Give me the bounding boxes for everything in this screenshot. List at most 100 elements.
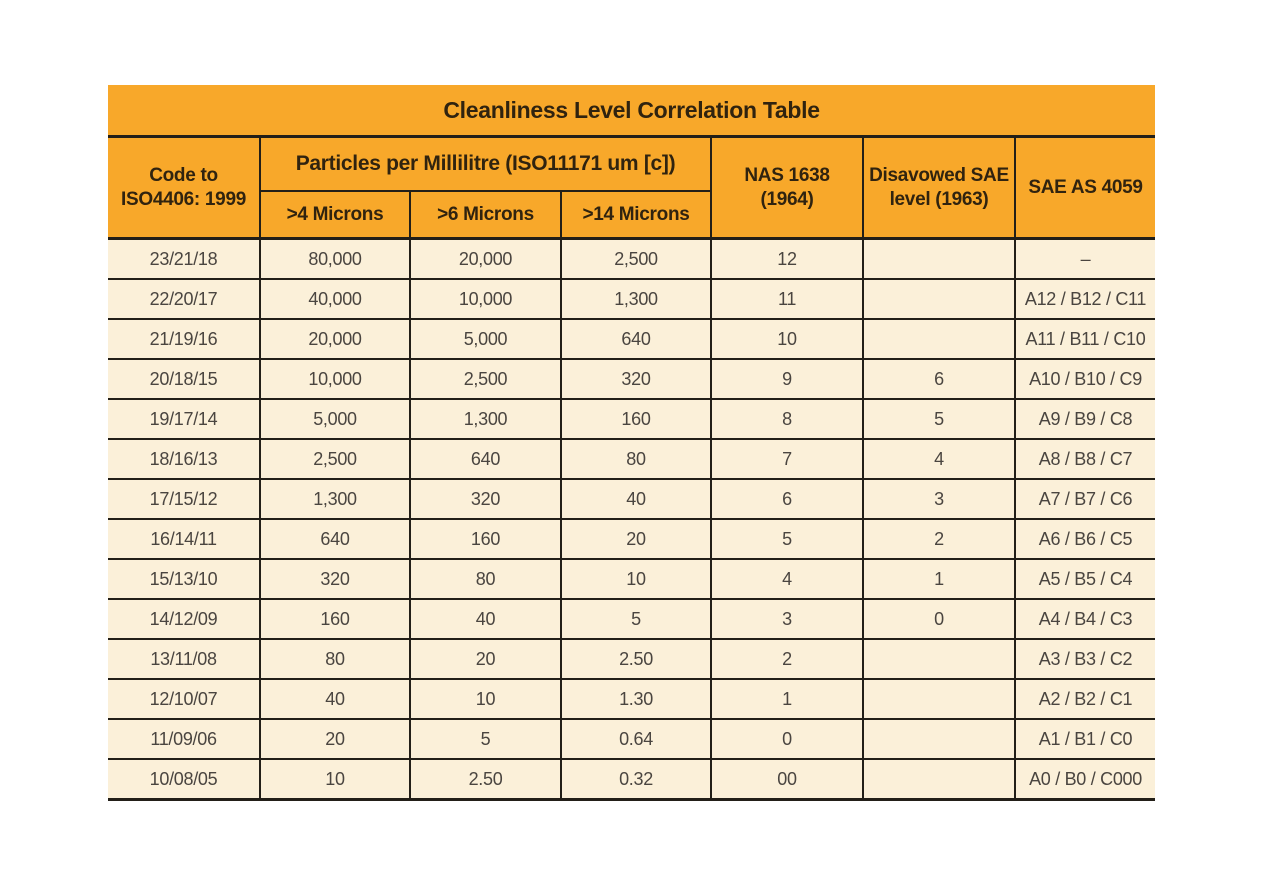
cell-sae-as-4059: A10 / B10 / C9 [1013,358,1156,400]
table-row: 18/16/13 2,500 640 80 7 4 A8 / B8 / C7 [108,438,1156,480]
cell-sae-level: 1 [862,558,1016,600]
cell-iso-code: 19/17/14 [108,398,261,440]
table-row: 12/10/07 40 10 1.30 1 A2 / B2 / C1 [108,678,1156,720]
cell-sae-as-4059: A1 / B1 / C0 [1013,718,1156,760]
cell-sae-as-4059: A0 / B0 / C000 [1013,758,1156,801]
cell-gt14-microns: 2.50 [560,638,712,680]
cell-sae-as-4059: A11 / B11 / C10 [1013,318,1156,360]
cell-sae-level [862,758,1016,801]
header-row-top: Code to ISO4406: 1999 Particles per Mill… [108,136,1156,240]
table-row: 17/15/12 1,300 320 40 6 3 A7 / B7 / C6 [108,478,1156,520]
cell-iso-code: 18/16/13 [108,438,261,480]
column-header-nas-1638: NAS 1638 (1964) [710,136,864,240]
cell-sae-level: 2 [862,518,1016,560]
cell-gt6-microns: 80 [409,558,562,600]
cell-sae-level [862,678,1016,720]
cell-nas-1638: 11 [710,278,864,320]
table-row: 14/12/09 160 40 5 3 0 A4 / B4 / C3 [108,598,1156,640]
cell-gt6-microns: 10 [409,678,562,720]
column-header-iso-code: Code to ISO4406: 1999 [108,136,261,240]
cell-gt4-microns: 80,000 [259,237,411,280]
cell-sae-as-4059: A2 / B2 / C1 [1013,678,1156,720]
cell-sae-as-4059: A8 / B8 / C7 [1013,438,1156,480]
cell-iso-code: 15/13/10 [108,558,261,600]
cell-sae-level: 6 [862,358,1016,400]
cell-gt14-microns: 640 [560,318,712,360]
cell-sae-as-4059: A6 / B6 / C5 [1013,518,1156,560]
cell-gt4-microns: 40 [259,678,411,720]
cell-nas-1638: 1 [710,678,864,720]
cell-gt6-microns: 320 [409,478,562,520]
cell-nas-1638: 2 [710,638,864,680]
cell-nas-1638: 5 [710,518,864,560]
cell-iso-code: 22/20/17 [108,278,261,320]
cell-gt6-microns: 2.50 [409,758,562,801]
cell-sae-as-4059: A4 / B4 / C3 [1013,598,1156,640]
cell-iso-code: 16/14/11 [108,518,261,560]
table-row: 11/09/06 20 5 0.64 0 A1 / B1 / C0 [108,718,1156,760]
cell-sae-level: 0 [862,598,1016,640]
table-row: 19/17/14 5,000 1,300 160 8 5 A9 / B9 / C… [108,398,1156,440]
cell-gt6-microns: 160 [409,518,562,560]
cell-gt4-microns: 1,300 [259,478,411,520]
cell-sae-level [862,718,1016,760]
cell-nas-1638: 4 [710,558,864,600]
cell-sae-level [862,318,1016,360]
cell-sae-as-4059: A3 / B3 / C2 [1013,638,1156,680]
cell-gt14-microns: 5 [560,598,712,640]
cell-gt4-microns: 5,000 [259,398,411,440]
cell-sae-as-4059: – [1013,237,1156,280]
cell-sae-as-4059: A5 / B5 / C4 [1013,558,1156,600]
cell-gt14-microns: 10 [560,558,712,600]
cell-iso-code: 21/19/16 [108,318,261,360]
column-header-gt4-microns: >4 Microns [260,191,411,240]
cell-gt4-microns: 10,000 [259,358,411,400]
cell-gt6-microns: 1,300 [409,398,562,440]
cell-gt14-microns: 160 [560,398,712,440]
cell-gt14-microns: 40 [560,478,712,520]
cell-gt14-microns: 1,300 [560,278,712,320]
table-row: 23/21/18 80,000 20,000 2,500 12 – [108,237,1156,280]
cell-gt14-microns: 1.30 [560,678,712,720]
title-row: Cleanliness Level Correlation Table [108,85,1156,138]
table-title: Cleanliness Level Correlation Table [108,85,1156,138]
cell-sae-as-4059: A9 / B9 / C8 [1013,398,1156,440]
cell-gt4-microns: 80 [259,638,411,680]
cell-nas-1638: 9 [710,358,864,400]
table-row: 16/14/11 640 160 20 5 2 A6 / B6 / C5 [108,518,1156,560]
cell-sae-level: 3 [862,478,1016,520]
table-row: 15/13/10 320 80 10 4 1 A5 / B5 / C4 [108,558,1156,600]
cell-gt4-microns: 2,500 [259,438,411,480]
table-row: 20/18/15 10,000 2,500 320 9 6 A10 / B10 … [108,358,1156,400]
table-row: 10/08/05 10 2.50 0.32 00 A0 / B0 / C000 [108,758,1156,801]
cell-gt4-microns: 160 [259,598,411,640]
cell-gt4-microns: 20 [259,718,411,760]
cell-gt4-microns: 20,000 [259,318,411,360]
cell-gt14-microns: 320 [560,358,712,400]
cell-iso-code: 11/09/06 [108,718,261,760]
cell-iso-code: 13/11/08 [108,638,261,680]
cell-gt4-microns: 40,000 [259,278,411,320]
cell-gt14-microns: 2,500 [560,237,712,280]
column-header-disavowed-sae: Disavowed SAE level (1963) [862,136,1016,240]
cell-iso-code: 20/18/15 [108,358,261,400]
column-header-gt6-microns: >6 Microns [409,191,562,240]
table-body: Cleanliness Level Correlation Table Code… [108,85,1156,801]
column-header-gt14-microns: >14 Microns [560,191,711,240]
cell-gt4-microns: 320 [259,558,411,600]
cell-iso-code: 17/15/12 [108,478,261,520]
cell-nas-1638: 00 [710,758,864,801]
cell-gt6-microns: 2,500 [409,358,562,400]
cell-nas-1638: 12 [710,237,864,280]
cell-gt6-microns: 20 [409,638,562,680]
cell-sae-as-4059: A12 / B12 / C11 [1013,278,1156,320]
cell-nas-1638: 6 [710,478,864,520]
cell-iso-code: 12/10/07 [108,678,261,720]
cell-sae-as-4059: A7 / B7 / C6 [1013,478,1156,520]
cell-nas-1638: 8 [710,398,864,440]
cell-iso-code: 23/21/18 [108,237,261,280]
cell-iso-code: 14/12/09 [108,598,261,640]
cell-sae-level [862,237,1016,280]
cell-gt4-microns: 640 [259,518,411,560]
